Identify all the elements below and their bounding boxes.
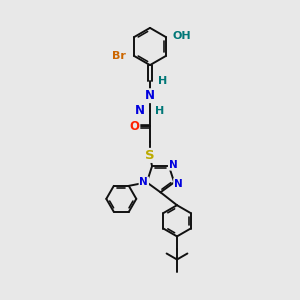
- Text: N: N: [135, 104, 145, 117]
- Text: N: N: [140, 177, 148, 187]
- Text: H: H: [158, 76, 168, 86]
- Text: O: O: [129, 120, 140, 133]
- Text: N: N: [169, 160, 178, 170]
- Text: N: N: [145, 89, 155, 102]
- Text: H: H: [155, 106, 165, 116]
- Text: S: S: [145, 149, 155, 162]
- Text: Br: Br: [112, 51, 125, 61]
- Text: N: N: [174, 179, 183, 189]
- Text: OH: OH: [173, 31, 191, 41]
